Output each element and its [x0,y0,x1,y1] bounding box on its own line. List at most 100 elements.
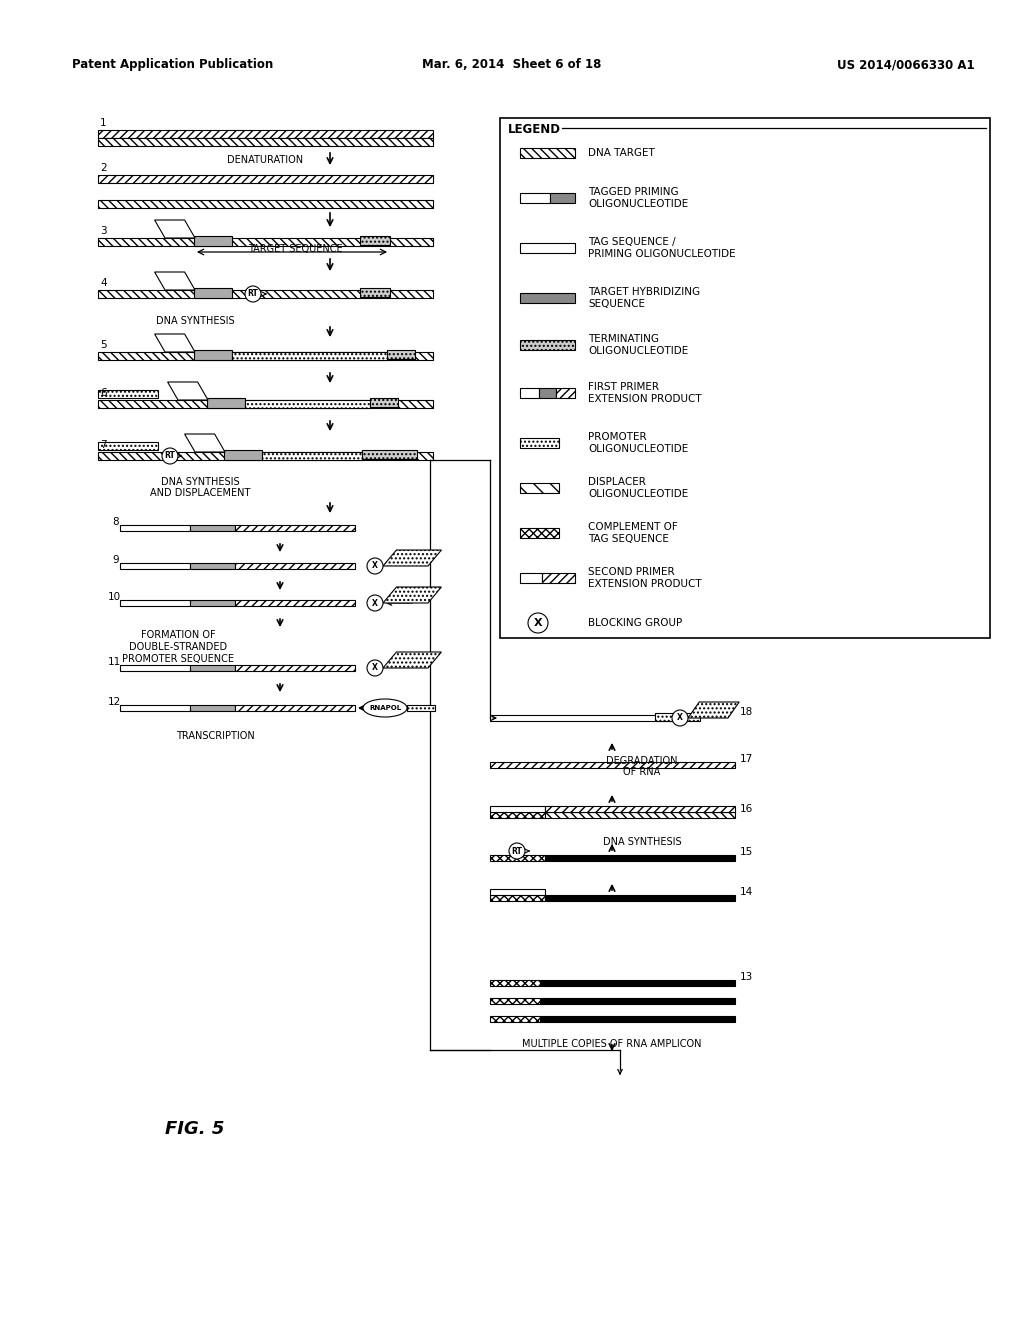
Bar [190,525,234,531]
Text: OF RNA: OF RNA [624,767,660,777]
Circle shape [528,612,548,634]
Text: DOUBLE-STRANDED: DOUBLE-STRANDED [129,642,227,652]
Text: TAG SEQUENCE /
PRIMING OLIGONUCLEOTIDE: TAG SEQUENCE / PRIMING OLIGONUCLEOTIDE [588,238,735,259]
Circle shape [162,447,178,465]
Bar [207,399,245,408]
Bar [234,564,355,569]
Bar [120,665,190,671]
Circle shape [367,558,383,574]
Bar [98,451,433,459]
Text: FIG. 5: FIG. 5 [165,1119,224,1138]
Bar [545,812,735,818]
Text: BLOCKING GROUP: BLOCKING GROUP [588,618,682,628]
Bar [362,450,417,459]
Text: 5: 5 [100,341,106,350]
Text: 4: 4 [100,279,106,288]
Text: AND DISPLACEMENT: AND DISPLACEMENT [150,488,250,498]
Text: 14: 14 [740,887,754,898]
Bar [234,665,355,671]
Text: RT: RT [165,451,175,461]
Polygon shape [155,272,195,290]
Bar [550,193,575,203]
Text: TARGET SEQUENCE: TARGET SEQUENCE [248,244,342,253]
Bar [520,341,575,350]
Text: 6: 6 [100,388,106,399]
Text: DENATURATION: DENATURATION [227,154,303,165]
Bar [98,400,433,408]
Bar [490,812,545,818]
Polygon shape [155,334,195,352]
Text: DNA SYNTHESIS: DNA SYNTHESIS [603,837,681,847]
Polygon shape [383,587,441,603]
Bar [98,238,433,246]
Bar [520,193,550,203]
Bar [490,762,735,768]
Bar [98,442,158,450]
Text: PROMOTER SEQUENCE: PROMOTER SEQUENCE [122,653,234,664]
Bar [520,243,575,253]
Bar [234,525,355,531]
Circle shape [367,660,383,676]
Ellipse shape [362,700,407,717]
Bar [490,888,545,895]
Bar [407,705,435,711]
Text: 7: 7 [100,440,106,450]
Bar [490,895,545,902]
Bar [490,855,545,861]
Text: SECOND PRIMER
EXTENSION PRODUCT: SECOND PRIMER EXTENSION PRODUCT [588,568,701,589]
Bar [542,573,575,583]
Bar [120,525,190,531]
Text: PROMOTER
OLIGONUCLEOTIDE: PROMOTER OLIGONUCLEOTIDE [588,432,688,454]
Text: 3: 3 [100,226,106,236]
Bar [370,399,398,407]
Bar [360,288,390,297]
Bar [655,713,700,721]
Circle shape [509,843,525,859]
Bar [98,139,433,147]
Bar [540,979,735,986]
Text: 11: 11 [108,657,121,667]
Text: DNA SYNTHESIS: DNA SYNTHESIS [161,477,240,487]
Polygon shape [383,550,441,566]
Bar [540,388,556,399]
Bar [490,998,540,1005]
Text: DNA TARGET: DNA TARGET [588,148,654,158]
Text: X: X [677,714,683,722]
Bar [190,665,234,671]
Bar [98,352,433,360]
Text: FIRST PRIMER
EXTENSION PRODUCT: FIRST PRIMER EXTENSION PRODUCT [588,383,701,404]
Bar [194,236,232,246]
Bar [545,895,735,902]
Bar [98,389,158,399]
Text: 1: 1 [100,117,106,128]
Bar [194,350,232,360]
Text: 13: 13 [740,972,754,982]
Text: COMPLEMENT OF
TAG SEQUENCE: COMPLEMENT OF TAG SEQUENCE [588,523,678,544]
Bar [262,451,362,459]
Text: TERMINATING
OLIGONUCLEOTIDE: TERMINATING OLIGONUCLEOTIDE [588,334,688,356]
Bar [98,176,433,183]
Text: 9: 9 [112,554,119,565]
Text: TRANSCRIPTION: TRANSCRIPTION [176,731,254,741]
Text: X: X [534,618,543,628]
Text: 17: 17 [740,754,754,764]
Text: 18: 18 [740,708,754,717]
Bar [520,483,558,492]
Polygon shape [155,220,195,238]
Text: Patent Application Publication: Patent Application Publication [72,58,273,71]
Bar [540,998,735,1005]
Bar [120,564,190,569]
Text: Mar. 6, 2014  Sheet 6 of 18: Mar. 6, 2014 Sheet 6 of 18 [422,58,602,71]
Text: DEGRADATION: DEGRADATION [606,756,678,766]
Polygon shape [184,434,225,451]
Text: X: X [372,598,378,607]
Text: 16: 16 [740,804,754,814]
Bar [234,601,355,606]
Text: RT: RT [248,289,258,298]
Bar [520,293,575,304]
Bar [120,705,190,711]
Text: MULTIPLE COPIES OF RNA AMPLICON: MULTIPLE COPIES OF RNA AMPLICON [522,1039,701,1049]
Bar [190,601,234,606]
Bar [520,148,575,158]
Bar [540,1016,735,1022]
